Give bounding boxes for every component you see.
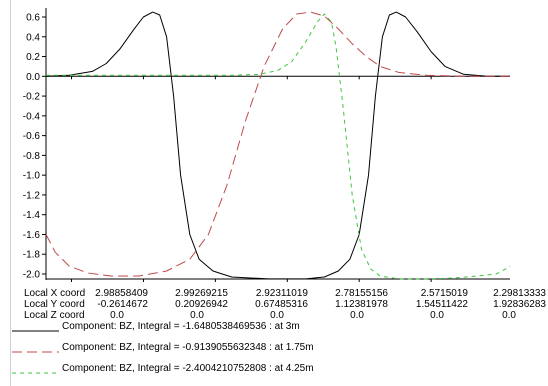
y-coord-value: 1.92836283 — [493, 299, 546, 310]
legend-label: Component: BZ, Integral = -1.64805384695… — [62, 321, 300, 332]
series-line-1 — [45, 11, 510, 280]
y-tick-label: 0.4 — [26, 32, 40, 43]
y-tick-label: -0.4 — [23, 111, 41, 122]
y-tick-label: -1.2 — [23, 190, 41, 201]
y-tick-label: -1.6 — [23, 230, 41, 241]
y-tick-label: 0.2 — [26, 52, 40, 63]
y-tick-label: 0.0 — [26, 72, 40, 83]
z-coord-value: 0.0 — [270, 310, 284, 321]
z-coord-value: 0.0 — [190, 310, 204, 321]
legend-label: Component: BZ, Integral = -2.40042107528… — [62, 363, 314, 374]
line-chart: 0.6 0.4 0.2 0.0 -0.2 -0.4 -0.6 -0.8 -1.0 -1.2 -1.4… — [23, 8, 511, 282]
y-tick-label: -1.4 — [23, 210, 41, 221]
x-coord-value: 2.98858409 — [95, 288, 148, 299]
z-coord-value: 0.0 — [110, 310, 124, 321]
y-coord-value: -0.2614672 — [97, 299, 148, 310]
x-coord-value: 2.5715019 — [420, 288, 468, 299]
y-tick-label: -1.8 — [23, 250, 41, 261]
x-coord-value: 2.92311019 — [255, 288, 308, 299]
z-coord-value: 0.0 — [502, 310, 516, 321]
chart-axes: 0.6 0.4 0.2 0.0 -0.2 -0.4 -0.6 -0.8 -1.0 -1.2 -1.4… — [23, 8, 510, 282]
frame-border — [10, 0, 11, 386]
y-tick-label: -2.0 — [23, 270, 41, 281]
x-coord-value: 2.99269215 — [175, 288, 228, 299]
legend-swatch — [12, 372, 59, 374]
y-tick-label: -0.2 — [23, 92, 41, 103]
z-coord-label: Local Z coord — [24, 310, 85, 321]
x-coord-value: 2.78155156 — [335, 288, 388, 299]
z-coord-value: 0.0 — [350, 310, 364, 321]
y-tick-label: 0.6 — [26, 13, 40, 24]
chart-series — [45, 11, 511, 280]
y-coord-value: 1.54511422 — [415, 299, 468, 310]
x-coord-value: 2.29813333 — [493, 288, 546, 299]
series-line-2 — [45, 11, 510, 277]
series-line-3 — [46, 13, 511, 280]
y-coord-value: 1.12381978 — [335, 299, 388, 310]
y-coord-value: 0.20926942 — [175, 299, 228, 310]
legend-swatch — [12, 351, 59, 353]
y-tick-label: -0.6 — [23, 131, 41, 142]
y-tick-label: -0.8 — [23, 151, 41, 162]
y-coord-label: Local Y coord — [24, 299, 85, 310]
legend-swatch — [12, 330, 59, 332]
x-coord-label: Local X coord — [24, 288, 86, 299]
y-tick-label: -1.0 — [23, 171, 41, 182]
y-coord-value: 0.67485316 — [255, 299, 308, 310]
legend-label: Component: BZ, Integral = -0.91390556323… — [62, 342, 314, 353]
z-coord-value: 0.0 — [430, 310, 444, 321]
